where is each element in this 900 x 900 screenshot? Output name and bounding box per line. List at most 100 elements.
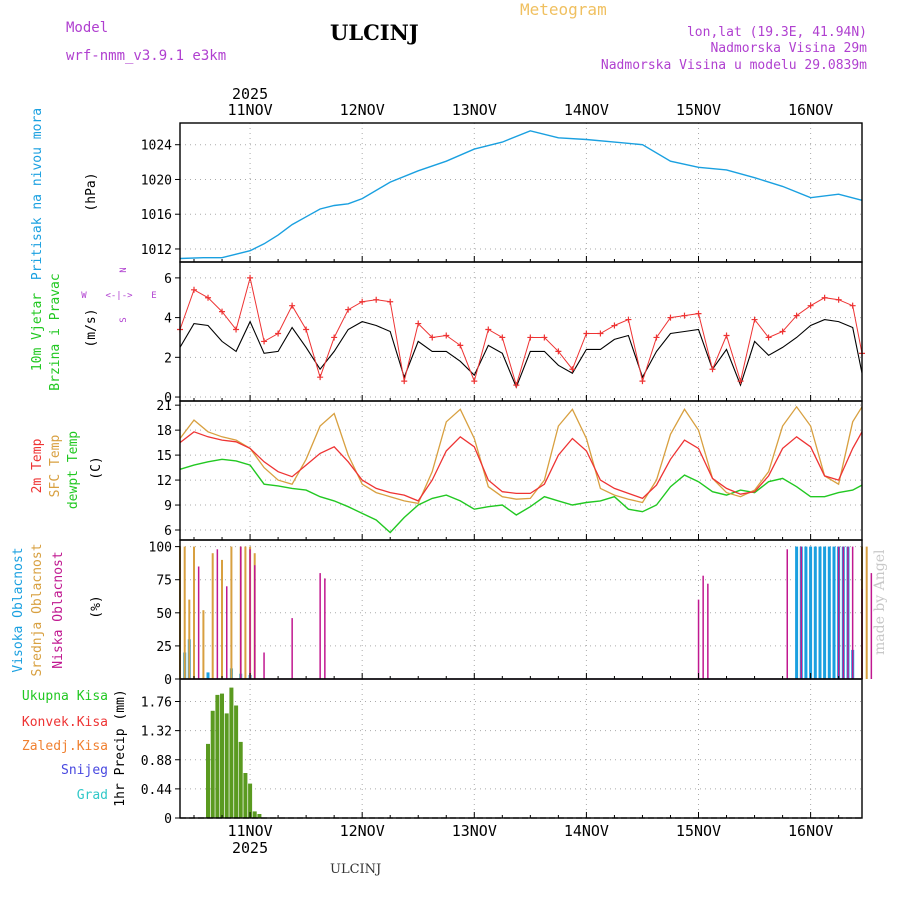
cloud-low-bar [249, 549, 251, 679]
y-tick-label: 0 [164, 391, 172, 406]
cloud-low-bar [707, 583, 709, 679]
pressure-unit: (hPa) [84, 172, 99, 211]
gust-marker [751, 316, 758, 323]
gust-marker [723, 332, 730, 339]
y-tick-label: 12 [156, 474, 172, 489]
gust-marker [261, 338, 268, 345]
model-altitude-label: Nadmorska Visina u modelu 29.0839m [600, 58, 867, 73]
precip-bar [206, 743, 210, 818]
precip-bar [234, 705, 239, 818]
gust-marker [205, 294, 212, 301]
top-day-label: 12NOV [340, 101, 385, 119]
cloud-high-bar [804, 546, 808, 679]
gust-marker [639, 378, 646, 385]
cloud-low-bar [847, 546, 849, 679]
lonlat-label: lon,lat (19.3E, 41.94N) [686, 25, 867, 40]
cloud-low-bar [254, 565, 256, 679]
cloud-high-bar [813, 546, 817, 679]
top-year-label: 2025 [232, 85, 268, 103]
y-tick-label: 1012 [141, 243, 172, 258]
wind-title-line2: Brzina i Pravac [48, 273, 63, 390]
gust-marker [275, 330, 282, 337]
cloud-low-bar [702, 575, 704, 679]
cloud-title-high: Visoka Oblacnost [11, 547, 26, 672]
gust-marker [373, 296, 380, 303]
top-time-axis: 11NOV 12NOV 13NOV 14NOV 15NOV 16NOV 2025 [227, 85, 833, 119]
gust-marker [499, 334, 506, 341]
precip-bar [224, 713, 229, 818]
gust-marker [317, 374, 324, 381]
cloud-low-bar [263, 652, 265, 679]
cloud-low-bar [324, 578, 326, 679]
panel-frame [179, 122, 863, 263]
top-day-label: 11NOV [227, 101, 272, 119]
cloud-low-bar [226, 586, 228, 679]
cloud-low-bar [697, 599, 700, 679]
gust-marker [457, 342, 464, 349]
temp-title-2m: 2m Temp [30, 438, 45, 493]
cloud-low-bar [842, 546, 845, 679]
gust-marker [191, 286, 198, 293]
gust-marker [331, 334, 338, 341]
y-tick-label: 21 [156, 399, 172, 414]
gust-marker [667, 314, 674, 321]
temp-unit: (C) [89, 456, 104, 479]
gust-marker [541, 334, 548, 341]
gust-marker [443, 332, 450, 339]
compass-east: E [151, 291, 156, 301]
cloud-high-bar [827, 546, 831, 679]
cloud-title-low: Niska Oblacnost [51, 551, 66, 668]
model-label: Model [66, 20, 109, 36]
y-tick-label: 1020 [141, 173, 172, 188]
precip-bar [220, 693, 224, 818]
panel-frame [179, 678, 863, 819]
y-tick-label: 50 [156, 607, 172, 622]
y-tick-label: 0.44 [141, 783, 172, 798]
cloud-low-bar [291, 618, 293, 679]
panel-side-labels: Pritisak na nivou mora (hPa) 10m Vjetar … [11, 108, 157, 807]
gust-marker [359, 298, 366, 305]
gust-marker [737, 378, 744, 385]
temp-title-dewpt: dewpt Temp [66, 431, 81, 509]
y-tick-label: 18 [156, 424, 172, 439]
cloud-mid-bar [221, 559, 223, 679]
y-tick-label: 0 [164, 673, 172, 688]
compass-cross: <-|-> [105, 291, 133, 301]
gust-marker [681, 312, 688, 319]
gust-marker [849, 302, 856, 309]
gust-marker [219, 308, 226, 315]
y-tick-label: 9 [164, 499, 172, 514]
temp-title-sfc: SFC Temp [48, 435, 63, 498]
wind-compass: N S W E <-|-> [81, 267, 156, 322]
y-tick-label: 1016 [141, 208, 172, 223]
y-tick-label: 75 [156, 574, 172, 589]
cloud-high-bar [795, 546, 799, 679]
cloud-mid-bar [211, 553, 214, 679]
cloud-high-bar [832, 546, 836, 679]
precip-legend-convective: Konvek.Kisa [22, 715, 108, 730]
top-day-label: 16NOV [788, 101, 833, 119]
model-name: wrf-nmm_v3.9.1 e3km [66, 48, 227, 64]
gust-marker [415, 320, 422, 327]
gust-marker [569, 366, 576, 373]
precip-legend-snow: Snijeg [61, 763, 108, 778]
cloud-high-bar [809, 546, 813, 679]
precip-legend-total: Ukupna Kisa [22, 689, 108, 704]
gust-marker [527, 334, 534, 341]
panel-frames: 1012101610201024024669121518210255075100… [141, 122, 863, 827]
panel-frame [179, 261, 863, 402]
bottom-time-axis: 11NOV 12NOV 13NOV 14NOV 15NOV 16NOV 2025 [227, 822, 833, 857]
compass-south: S [119, 317, 129, 322]
precip-bar [257, 814, 262, 818]
cloud-mid-bar [193, 546, 195, 679]
gust-marker [835, 296, 842, 303]
cloud-mid-bar [202, 610, 205, 679]
bottom-day-label: 11NOV [227, 822, 272, 840]
precip-legend-freezing: Zaledj.Kisa [22, 739, 108, 754]
bottom-day-label: 13NOV [452, 822, 497, 840]
y-tick-label: 1.76 [141, 696, 172, 711]
gust-marker [625, 316, 632, 323]
bottom-day-label: 14NOV [564, 822, 609, 840]
gridlines [180, 123, 862, 819]
